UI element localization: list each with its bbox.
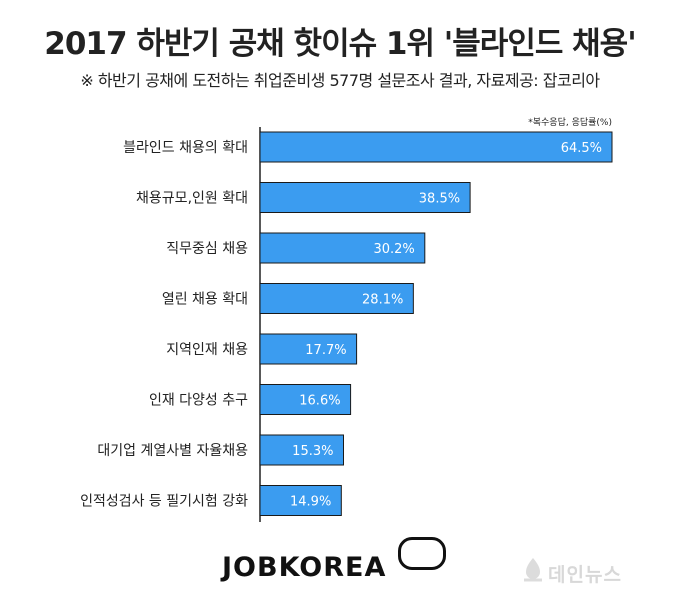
brand-logo: JOBKOREA [222,552,387,583]
value-label: 38.5% [419,192,460,207]
category-label: 블라인드 채용의 확대 [123,140,248,156]
chart-subtitle: ※ 하반기 공채에 도전하는 취업준비생 577명 설문조사 결과, 자료제공:… [80,71,600,90]
value-label: 16.6% [299,394,340,409]
bar [259,283,414,314]
category-label: 인적성검사 등 필기시험 강화 [80,494,248,510]
bar [259,434,344,466]
value-label: 14.9% [290,495,331,510]
value-label: 30.2% [373,242,414,257]
category-label: 열린 채용 확대 [162,292,248,308]
bar [259,333,358,365]
bar [259,485,342,516]
bar [259,384,352,415]
category-label: 직무중심 채용 [166,241,248,257]
value-label: 28.1% [362,293,403,308]
category-label: 지역인재 채용 [166,342,248,358]
chart-title: 2017 하반기 공채 핫이슈 1위 '블라인드 채용' [44,26,636,62]
category-label: 인재 다양성 추구 [149,393,248,409]
response-note: *복수응답, 응답률(%) [528,118,612,128]
bar [259,182,471,213]
category-label: 채용규모,인원 확대 [136,191,248,207]
brand-logo-mark [398,537,446,570]
watermark-text: 데인뉴스 [548,564,622,586]
value-label: 15.3% [292,444,333,459]
category-label: 대기업 계열사별 자율채용 [97,443,248,459]
value-label: 64.5% [561,141,602,156]
value-label: 17.7% [305,343,346,358]
watermark-icon [524,558,542,582]
bar [259,131,613,163]
bar [259,232,426,264]
